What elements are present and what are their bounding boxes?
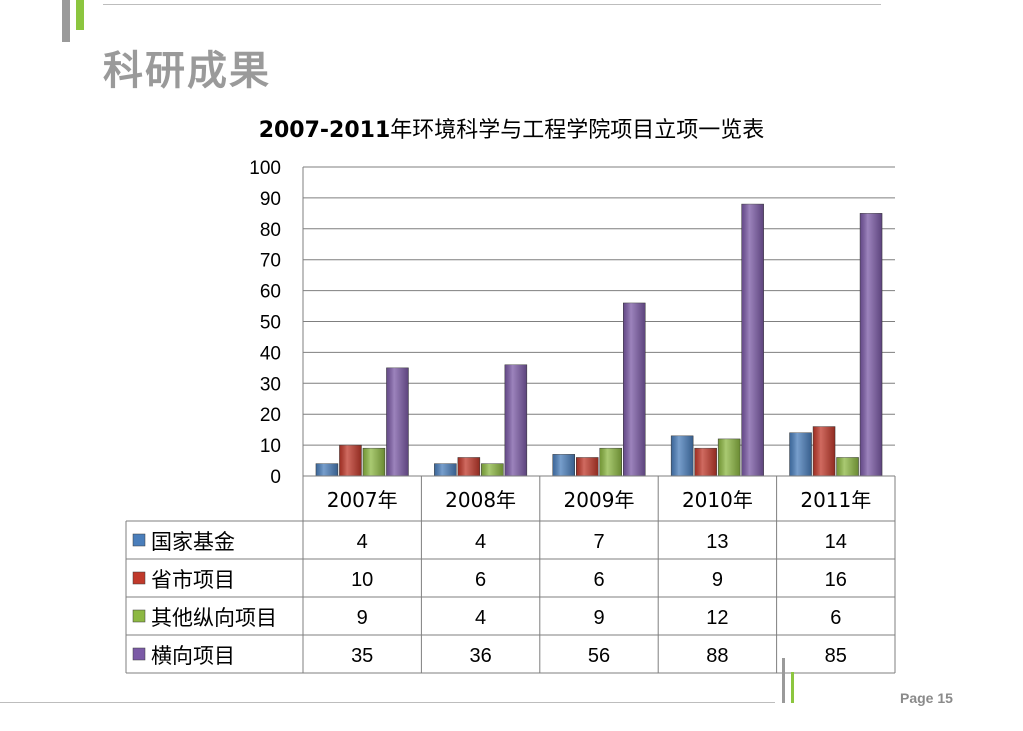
category-label: 2009年 [564, 488, 635, 512]
bars [315, 203, 883, 477]
series-label: 其他纵向项目 [151, 606, 277, 630]
bar-shading [552, 454, 575, 476]
data-label: 4 [475, 607, 486, 629]
data-label: 36 [469, 645, 491, 667]
y-tick-label: 60 [260, 282, 281, 303]
bar-shading [504, 364, 527, 476]
bar-shading [315, 463, 338, 476]
data-label: 9 [357, 607, 368, 629]
page-number: Page 15 [900, 690, 953, 706]
bar-shading [836, 457, 859, 476]
bar-shading [623, 302, 646, 476]
data-label: 88 [706, 645, 728, 667]
data-label: 7 [593, 531, 604, 553]
page-title: 科研成果 [103, 48, 271, 94]
bottom-divider [0, 702, 775, 703]
y-axis-ticks: 0 10 20 30 40 50 60 70 80 90 100 [249, 158, 281, 488]
data-label: 85 [825, 645, 847, 667]
y-tick-label: 100 [249, 158, 281, 179]
data-label: 10 [351, 569, 373, 591]
chart-title-years: 2007-2011 [258, 118, 391, 143]
data-label: 6 [593, 569, 604, 591]
top-divider [103, 4, 881, 5]
data-label: 6 [475, 569, 486, 591]
data-label: 4 [357, 531, 368, 553]
bar-shading [860, 213, 883, 476]
data-label: 35 [351, 645, 373, 667]
category-label: 2010年 [682, 488, 753, 512]
category-label: 2008年 [445, 488, 516, 512]
y-tick-label: 70 [260, 251, 281, 272]
data-label: 13 [706, 531, 728, 553]
bar-shading [813, 426, 836, 476]
bottom-accent-green [791, 672, 794, 703]
bar-shading [789, 432, 812, 476]
data-label: 9 [712, 569, 723, 591]
category-label: 2011年 [800, 488, 871, 512]
accent-bar-gray [62, 0, 70, 42]
legend-swatch [132, 647, 146, 661]
bottom-accent-gray [782, 658, 785, 703]
y-tick-label: 50 [260, 313, 281, 334]
bar-shading [386, 367, 409, 476]
series-label: 横向项目 [151, 644, 235, 668]
bar-shading [362, 448, 385, 476]
accent-bar-green [76, 0, 84, 30]
y-tick-label: 30 [260, 374, 281, 395]
y-tick-label: 90 [260, 189, 281, 210]
bar-shading [694, 448, 717, 476]
bar-shading [671, 435, 694, 476]
bar-shading [718, 438, 741, 476]
legend-swatch [132, 609, 146, 623]
series-label: 省市项目 [151, 568, 235, 592]
category-label: 2007年 [327, 488, 398, 512]
y-tick-label: 0 [270, 467, 281, 488]
legend-swatch [132, 571, 146, 585]
data-label: 56 [588, 645, 610, 667]
bar-shading [339, 445, 362, 476]
data-label: 9 [593, 607, 604, 629]
data-label: 16 [825, 569, 847, 591]
y-tick-label: 20 [260, 405, 281, 426]
data-label: 12 [706, 607, 728, 629]
chart-title-text: 年环境科学与工程学院项目立项一览表 [390, 118, 765, 143]
legend-swatch [132, 533, 146, 547]
data-label: 4 [475, 531, 486, 553]
y-tick-label: 10 [260, 436, 281, 457]
y-tick-label: 40 [260, 343, 281, 364]
bar-shading [434, 463, 457, 476]
bar-shading [599, 448, 622, 476]
data-label: 6 [830, 607, 841, 629]
bar-shading [741, 204, 764, 476]
chart-title: 2007-2011年环境科学与工程学院项目立项一览表 [0, 112, 1023, 144]
bar-shading [576, 457, 599, 476]
y-tick-label: 80 [260, 220, 281, 241]
bar-shading [481, 463, 504, 476]
series-label: 国家基金 [151, 530, 235, 554]
bar-shading [457, 457, 480, 476]
data-label: 14 [825, 531, 847, 553]
